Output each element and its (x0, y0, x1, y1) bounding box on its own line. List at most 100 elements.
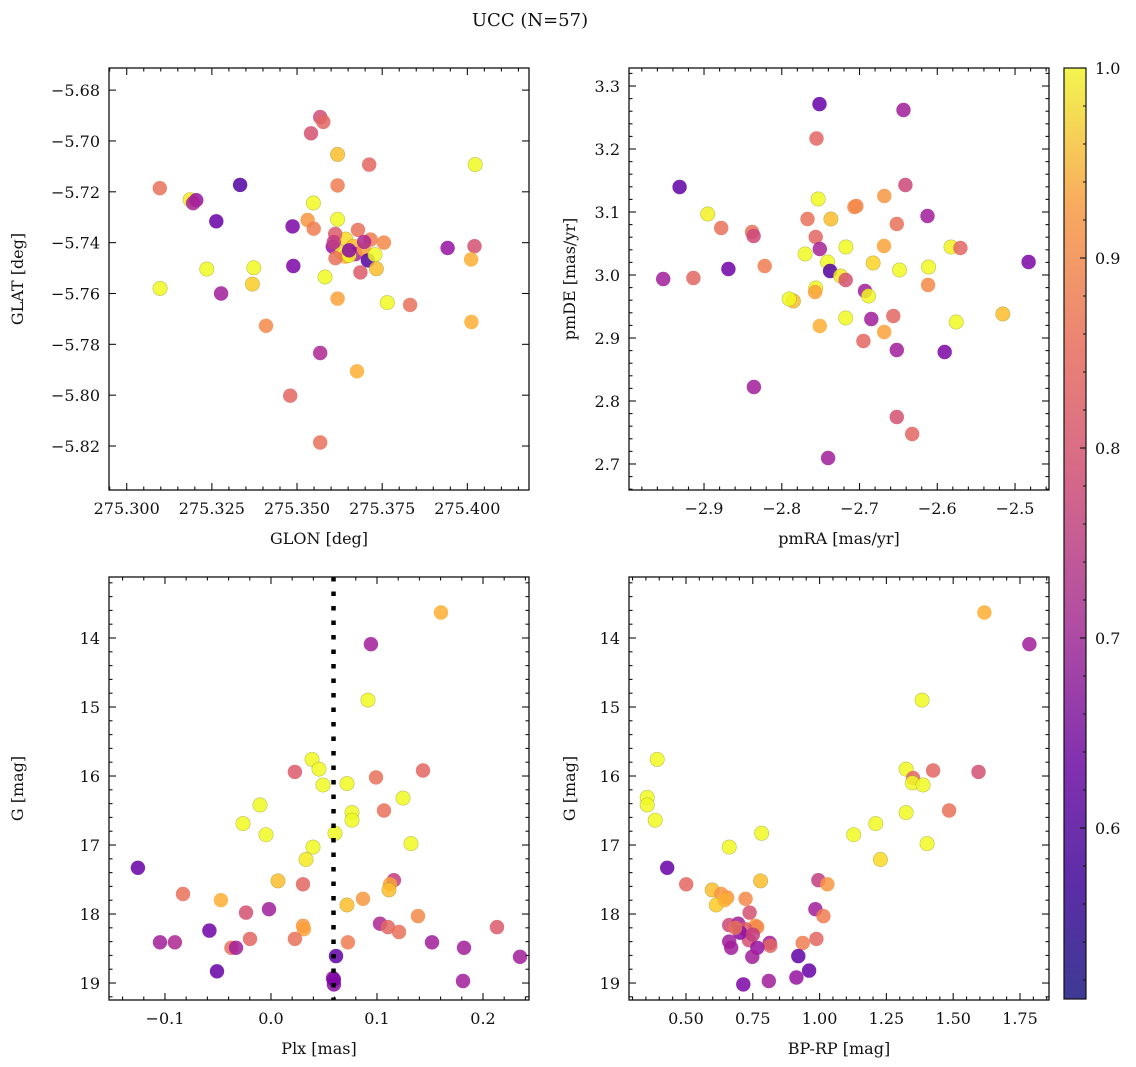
data-point (330, 146, 346, 162)
data-point (410, 908, 426, 924)
data-point (340, 935, 356, 950)
data-point (252, 797, 268, 813)
data-point (717, 893, 732, 908)
x-tick-label: 1.25 (869, 1009, 905, 1028)
data-point (261, 902, 277, 917)
data-point (812, 96, 827, 112)
y-tick-label: −5.74 (51, 234, 100, 253)
data-point (463, 252, 479, 267)
data-point (812, 241, 827, 257)
y-axis-label: GLAT [deg] (8, 233, 27, 325)
data-point (919, 836, 935, 852)
data-point (512, 949, 528, 964)
axes-frame (628, 576, 1050, 1001)
data-point (724, 940, 739, 955)
data-point (232, 177, 248, 193)
data-point (311, 761, 327, 777)
data-point (283, 388, 298, 403)
data-point (368, 261, 384, 277)
y-tick-label: 19 (600, 974, 620, 993)
data-point (424, 935, 440, 950)
x-tick-label: −2.7 (840, 499, 879, 518)
x-tick-label: −2.6 (918, 499, 957, 518)
data-point (905, 426, 920, 442)
data-point (721, 261, 736, 277)
x-tick-label: −2.5 (996, 499, 1035, 518)
data-point (238, 905, 254, 920)
data-point (856, 333, 871, 349)
data-point (810, 191, 826, 207)
data-point (185, 196, 201, 211)
axis-ticks (629, 68, 1049, 490)
colorbar-tick-label: 0.7 (1095, 629, 1120, 648)
data-point (898, 805, 914, 821)
data-point (244, 276, 260, 292)
data-point (306, 221, 321, 236)
data-point (823, 211, 839, 227)
data-point (235, 816, 251, 832)
data-point (1022, 637, 1037, 652)
data-point (896, 102, 911, 118)
y-tick-label: 3.2 (595, 140, 620, 159)
x-tick-label: 1.00 (802, 1009, 838, 1028)
x-tick-label: 1.75 (1002, 1009, 1038, 1028)
data-point (391, 924, 407, 940)
x-tick-label: 0.75 (735, 1009, 771, 1028)
data-point (456, 940, 472, 955)
data-point (925, 763, 941, 778)
y-tick-label: 17 (600, 836, 620, 855)
data-point (464, 314, 479, 330)
data-point (258, 318, 274, 333)
axes-frame (108, 67, 530, 491)
data-point (647, 812, 663, 828)
axis-ticks (629, 577, 1049, 1000)
data-point (656, 271, 671, 287)
scatter-points (152, 109, 483, 450)
data-point (649, 751, 665, 767)
data-point (820, 877, 835, 892)
x-tick-label: 0.2 (470, 1009, 495, 1028)
data-point (915, 777, 931, 793)
y-tick-label: −5.76 (51, 284, 100, 303)
data-point (313, 435, 328, 450)
x-axis-label: Plx [mas] (281, 1039, 356, 1058)
data-point (353, 265, 368, 280)
data-point (315, 777, 331, 793)
scatter-points (656, 96, 1036, 466)
scatter-points (130, 605, 528, 992)
data-point (679, 877, 694, 892)
data-point (415, 763, 431, 778)
y-tick-label: 2.7 (595, 455, 620, 474)
data-point (877, 324, 892, 340)
colorbar-tick-label: 1.0 (1095, 59, 1120, 78)
data-point (213, 893, 229, 908)
data-point (941, 803, 957, 818)
data-point (971, 764, 986, 780)
axes-frame (108, 576, 530, 1001)
data-point (797, 246, 813, 262)
data-point (341, 243, 357, 258)
data-point (742, 905, 757, 920)
data-point (467, 239, 482, 254)
data-point (313, 345, 328, 361)
data-point (861, 288, 877, 304)
data-point (316, 114, 331, 130)
data-point (209, 964, 225, 979)
y-tick-label: −5.80 (51, 386, 100, 405)
data-point (298, 851, 314, 867)
y-tick-label: 2.9 (595, 329, 620, 348)
data-point (800, 211, 815, 227)
data-point (402, 297, 418, 313)
data-point (754, 825, 770, 841)
data-point (801, 963, 817, 978)
y-tick-label: 17 (80, 836, 100, 855)
data-point (213, 286, 229, 301)
data-point (287, 764, 303, 780)
data-point (130, 860, 146, 875)
data-point (937, 344, 952, 360)
data-point (846, 827, 862, 843)
data-point (433, 605, 449, 620)
data-point (639, 797, 655, 813)
data-point (328, 948, 344, 964)
